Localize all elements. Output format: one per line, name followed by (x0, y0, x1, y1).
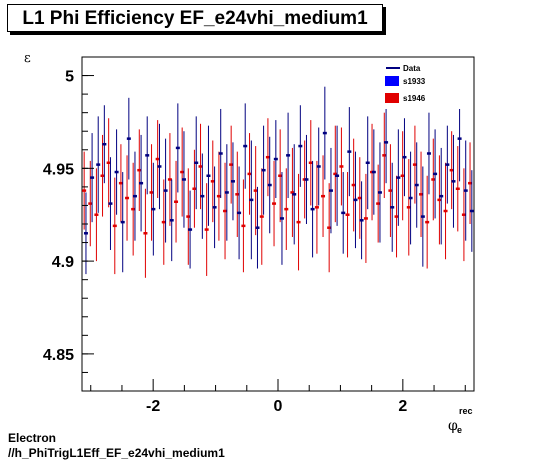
legend-swatch-s1946 (385, 93, 399, 103)
y-axis-label: ε (24, 51, 31, 66)
chart-marks (82, 86, 474, 278)
x-tick-label: 0 (274, 398, 283, 415)
chart-axes: 4.85 4.9 4.95 5 -2 0 2 (43, 56, 466, 415)
legend-label-s1933: s1933 (403, 77, 426, 86)
chart-title: L1 Phi Efficiency EF_e24vhi_medium1 (22, 8, 368, 29)
legend-label-data: Data (403, 64, 421, 73)
x-axis-label: φ (448, 418, 458, 434)
x-tick-label: 2 (398, 398, 407, 415)
x-axis-label-sub: e (457, 425, 462, 435)
footer-line-1: Electron (8, 431, 57, 445)
x-tick-label: -2 (146, 398, 160, 415)
y-tick-label: 5 (65, 69, 74, 86)
y-tick-label: 4.85 (43, 347, 74, 364)
y-tick-label: 4.9 (52, 254, 74, 271)
legend-label-s1946: s1946 (403, 94, 426, 103)
chart-legend: Data s1933 s1946 (373, 59, 468, 109)
title-box: L1 Phi Efficiency EF_e24vhi_medium1 (7, 4, 383, 32)
legend-swatch-s1933 (385, 76, 399, 86)
y-tick-label: 4.95 (43, 161, 74, 178)
x-axis-label-sup: rec (459, 406, 473, 416)
footer-line-2: //h_PhiTrigL1Eff_EF_e24vhi_medium1 (8, 446, 225, 460)
